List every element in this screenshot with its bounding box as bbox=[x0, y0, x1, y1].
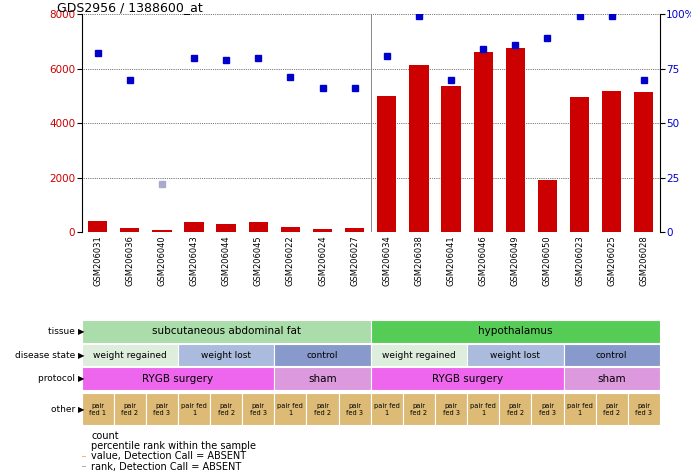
Bar bbox=[249, 222, 268, 232]
Bar bbox=[370, 393, 403, 425]
Bar bbox=[274, 367, 370, 390]
Bar bbox=[120, 228, 140, 232]
Bar bbox=[216, 224, 236, 232]
Text: weight lost: weight lost bbox=[491, 351, 540, 359]
Text: ▶: ▶ bbox=[78, 327, 84, 336]
Text: pair fed
1: pair fed 1 bbox=[567, 403, 592, 416]
Text: RYGB surgery: RYGB surgery bbox=[432, 374, 502, 384]
Bar bbox=[442, 86, 461, 232]
Text: pair
fed 2: pair fed 2 bbox=[121, 403, 138, 416]
Text: disease state: disease state bbox=[15, 351, 78, 359]
Text: control: control bbox=[307, 351, 339, 359]
Text: rank, Detection Call = ABSENT: rank, Detection Call = ABSENT bbox=[91, 462, 242, 472]
Bar bbox=[370, 320, 660, 343]
Text: pair
fed 2: pair fed 2 bbox=[218, 403, 235, 416]
Text: ▶: ▶ bbox=[78, 351, 84, 359]
Text: pair
fed 2: pair fed 2 bbox=[603, 403, 621, 416]
Bar bbox=[435, 393, 467, 425]
Text: value, Detection Call = ABSENT: value, Detection Call = ABSENT bbox=[91, 451, 247, 462]
Bar bbox=[563, 344, 660, 366]
Text: sham: sham bbox=[598, 374, 626, 384]
Bar bbox=[178, 393, 210, 425]
Bar bbox=[370, 367, 563, 390]
Bar bbox=[563, 393, 596, 425]
Bar bbox=[82, 367, 274, 390]
Bar bbox=[113, 393, 146, 425]
Bar bbox=[403, 393, 435, 425]
Text: pair
fed 2: pair fed 2 bbox=[507, 403, 524, 416]
Bar bbox=[467, 393, 499, 425]
Bar bbox=[82, 446, 86, 447]
Bar bbox=[602, 91, 621, 232]
Bar bbox=[409, 64, 428, 232]
Text: hypothalamus: hypothalamus bbox=[478, 326, 553, 337]
Text: tissue: tissue bbox=[48, 327, 78, 336]
Bar bbox=[627, 393, 660, 425]
Bar bbox=[531, 393, 563, 425]
Bar bbox=[467, 344, 563, 366]
Text: weight regained: weight regained bbox=[93, 351, 167, 359]
Bar bbox=[184, 222, 204, 232]
Text: GDS2956 / 1388600_at: GDS2956 / 1388600_at bbox=[57, 1, 203, 14]
Bar bbox=[370, 344, 467, 366]
Bar bbox=[596, 393, 627, 425]
Bar bbox=[274, 344, 370, 366]
Text: pair
fed 2: pair fed 2 bbox=[410, 403, 428, 416]
Bar bbox=[88, 221, 107, 232]
Text: pair fed
1: pair fed 1 bbox=[278, 403, 303, 416]
Bar bbox=[82, 456, 86, 457]
Text: percentile rank within the sample: percentile rank within the sample bbox=[91, 441, 256, 451]
Bar bbox=[152, 230, 171, 232]
Bar bbox=[499, 393, 531, 425]
Text: pair
fed 3: pair fed 3 bbox=[442, 403, 460, 416]
Bar bbox=[82, 393, 113, 425]
Bar bbox=[82, 466, 86, 467]
Bar bbox=[634, 92, 654, 232]
Bar bbox=[306, 393, 339, 425]
Text: subcutaneous abdominal fat: subcutaneous abdominal fat bbox=[151, 326, 301, 337]
Text: pair
fed 3: pair fed 3 bbox=[346, 403, 363, 416]
Bar bbox=[146, 393, 178, 425]
Text: sham: sham bbox=[308, 374, 337, 384]
Text: pair
fed 3: pair fed 3 bbox=[635, 403, 652, 416]
Text: pair fed
1: pair fed 1 bbox=[374, 403, 399, 416]
Text: pair
fed 2: pair fed 2 bbox=[314, 403, 331, 416]
Bar bbox=[210, 393, 242, 425]
Text: control: control bbox=[596, 351, 627, 359]
Bar bbox=[339, 393, 370, 425]
Bar bbox=[82, 344, 178, 366]
Text: pair fed
1: pair fed 1 bbox=[181, 403, 207, 416]
Bar bbox=[313, 229, 332, 232]
Bar bbox=[82, 320, 370, 343]
Bar bbox=[570, 97, 589, 232]
Text: RYGB surgery: RYGB surgery bbox=[142, 374, 214, 384]
Text: pair
fed 1: pair fed 1 bbox=[89, 403, 106, 416]
Text: pair fed
1: pair fed 1 bbox=[471, 403, 496, 416]
Bar bbox=[178, 344, 274, 366]
Text: weight regained: weight regained bbox=[382, 351, 456, 359]
Bar bbox=[506, 48, 525, 232]
Text: pair
fed 3: pair fed 3 bbox=[539, 403, 556, 416]
Text: pair
fed 3: pair fed 3 bbox=[249, 403, 267, 416]
Bar bbox=[345, 228, 364, 232]
Bar bbox=[242, 393, 274, 425]
Text: count: count bbox=[91, 431, 119, 441]
Bar bbox=[377, 96, 397, 232]
Text: ▶: ▶ bbox=[78, 405, 84, 414]
Text: pair
fed 3: pair fed 3 bbox=[153, 403, 171, 416]
Text: protocol: protocol bbox=[38, 374, 78, 383]
Bar bbox=[563, 367, 660, 390]
Bar bbox=[538, 181, 557, 232]
Text: weight lost: weight lost bbox=[201, 351, 251, 359]
Text: ▶: ▶ bbox=[78, 374, 84, 383]
Text: other: other bbox=[51, 405, 78, 414]
Bar bbox=[473, 53, 493, 232]
Bar bbox=[274, 393, 307, 425]
Bar bbox=[281, 227, 300, 232]
